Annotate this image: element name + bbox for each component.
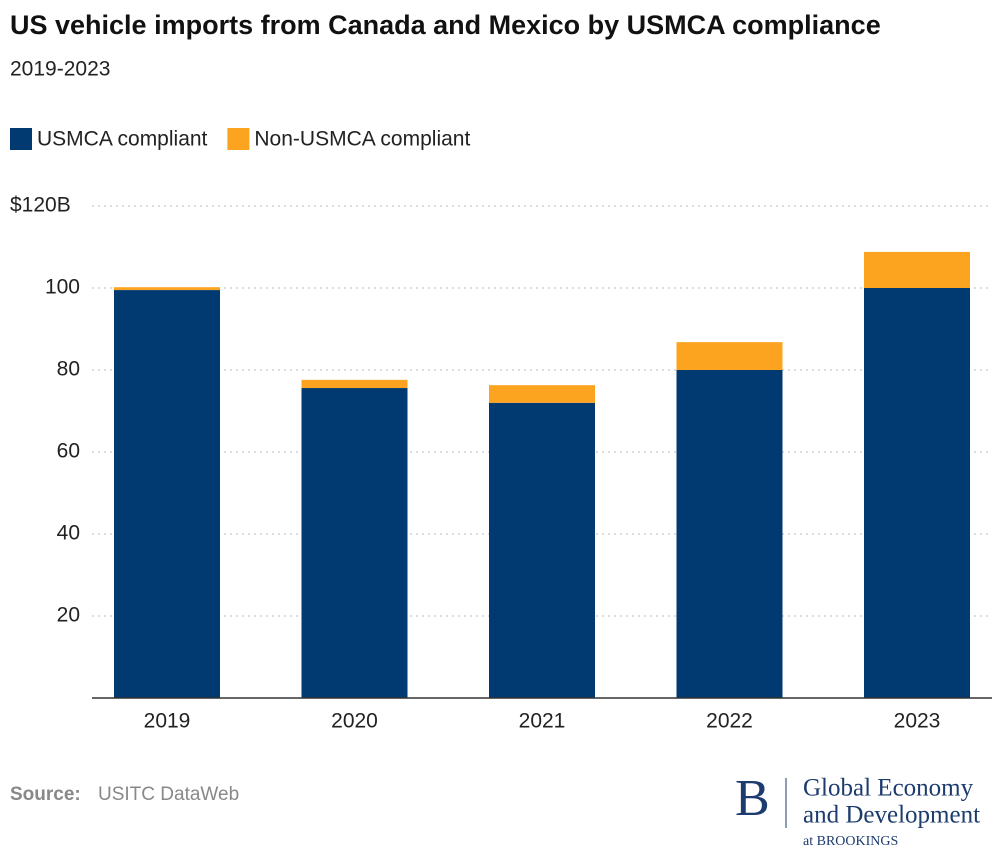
source-label: Source: bbox=[10, 784, 81, 805]
logo-letter: B bbox=[735, 770, 770, 827]
logo-line1: Global Economy bbox=[803, 775, 974, 802]
logo-line3: at BROOKINGS bbox=[803, 834, 898, 849]
source: USITC DataWeb bbox=[98, 784, 239, 805]
legend-swatch bbox=[10, 128, 32, 150]
bar-segment bbox=[864, 288, 970, 698]
x-tick-label: 2019 bbox=[144, 710, 191, 733]
y-tick-label: 100 bbox=[45, 276, 80, 299]
bar-segment bbox=[676, 342, 783, 370]
bar-segment bbox=[676, 370, 783, 698]
bar-segment bbox=[301, 379, 408, 389]
x-tick-label: 2022 bbox=[706, 710, 753, 733]
bar-segment bbox=[489, 402, 595, 698]
bar-segment bbox=[114, 287, 220, 291]
bar-segment bbox=[489, 385, 595, 403]
logo-line2: and Development bbox=[803, 802, 980, 829]
y-tick-label: 60 bbox=[57, 440, 80, 463]
y-tick-label: 80 bbox=[57, 358, 80, 381]
x-tick-label: 2020 bbox=[331, 710, 378, 733]
bar-segment bbox=[864, 251, 970, 288]
y-tick-label: 40 bbox=[57, 522, 80, 545]
chart-title: US vehicle imports from Canada and Mexic… bbox=[10, 10, 881, 40]
y-tick-label: $120B bbox=[10, 194, 71, 217]
bar-segment bbox=[114, 290, 220, 698]
chart-subtitle: 2019-2023 bbox=[10, 58, 110, 81]
y-tick-label: 20 bbox=[57, 604, 80, 627]
legend-label: USMCA compliant bbox=[37, 128, 208, 151]
bar-segment bbox=[301, 388, 408, 698]
x-tick-label: 2021 bbox=[519, 710, 566, 733]
legend-swatch bbox=[227, 128, 250, 150]
legend-label: Non-USMCA compliant bbox=[254, 128, 470, 151]
x-tick-label: 2023 bbox=[894, 710, 941, 733]
